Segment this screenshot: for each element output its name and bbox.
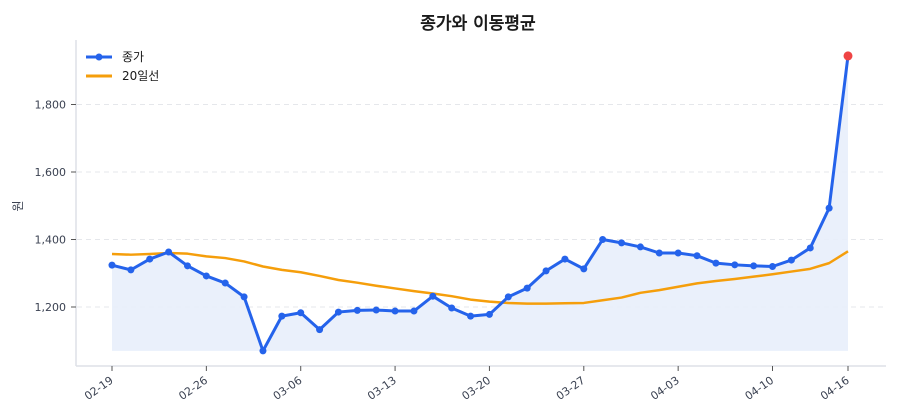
legend-price-marker-icon <box>95 53 103 61</box>
price-marker <box>391 307 399 315</box>
price-marker <box>504 293 512 301</box>
price-marker <box>410 307 418 315</box>
price-marker <box>561 255 569 263</box>
price-marker <box>655 249 663 257</box>
price-marker <box>693 252 701 260</box>
price-marker <box>712 259 720 267</box>
price-marker <box>221 279 229 287</box>
x-tick-label: 03-20 <box>460 374 494 403</box>
price-marker <box>316 326 324 334</box>
x-tick-label: 04-16 <box>818 374 852 403</box>
price-marker <box>731 261 739 269</box>
price-marker <box>202 272 210 280</box>
price-marker <box>523 284 531 292</box>
price-fill-area <box>112 55 848 351</box>
price-marker <box>825 204 833 212</box>
ma20-line <box>111 250 849 305</box>
price-marker <box>278 312 286 320</box>
price-marker <box>769 263 777 270</box>
x-tick-label: 04-10 <box>743 374 777 403</box>
chart-title: 종가와 이동평균 <box>420 14 536 34</box>
y-tick-label: 1,800 <box>35 99 67 112</box>
close-price-line <box>111 55 850 353</box>
y-axis-label: 원 <box>11 200 25 211</box>
price-fill <box>112 55 848 351</box>
price-marker <box>618 239 626 247</box>
y-tick-label: 1,200 <box>35 301 67 314</box>
price-marker <box>467 312 475 320</box>
price-marker <box>750 262 758 270</box>
price-marker <box>240 293 248 301</box>
price-marker <box>599 236 607 243</box>
price-marker <box>372 306 380 314</box>
price-marker <box>146 255 154 263</box>
last-price-marker <box>843 51 853 61</box>
price-marker <box>580 265 588 273</box>
price-marker <box>259 347 267 355</box>
price-marker <box>165 248 173 256</box>
price-marker <box>542 267 550 275</box>
y-tick-label: 1,600 <box>35 166 67 179</box>
y-tick-label: 1,400 <box>35 234 67 247</box>
price-marker <box>674 249 682 257</box>
price-marker <box>297 309 305 317</box>
x-tick-label: 04-03 <box>648 374 682 403</box>
x-tick-label: 03-06 <box>271 374 305 403</box>
legend-label-price: 종가 <box>122 50 144 64</box>
series-lines <box>111 55 850 353</box>
price-marker <box>127 266 135 274</box>
price-marker <box>448 304 456 312</box>
x-tick-label: 03-13 <box>365 374 399 403</box>
price-marker <box>636 243 644 251</box>
price-markers <box>108 51 853 355</box>
x-tick-label: 02-26 <box>176 374 210 403</box>
price-marker <box>485 310 493 318</box>
legend: 종가 20일선 <box>86 50 159 83</box>
price-marker <box>353 306 361 314</box>
price-marker <box>806 244 814 252</box>
legend-label-ma20: 20일선 <box>122 69 159 83</box>
y-axis-ticks: 1,200 1,400 1,600 1,800 <box>35 99 76 314</box>
x-tick-label: 03-27 <box>554 374 588 403</box>
x-axis-ticks: 02-19 02-26 03-06 03-13 03-20 03-27 04-03 04-10… <box>82 366 852 403</box>
price-marker <box>183 262 191 270</box>
x-tick-label: 02-19 <box>82 374 116 403</box>
price-marker <box>787 256 795 264</box>
price-marker <box>429 292 437 300</box>
price-marker <box>334 308 342 316</box>
price-marker <box>108 261 116 269</box>
